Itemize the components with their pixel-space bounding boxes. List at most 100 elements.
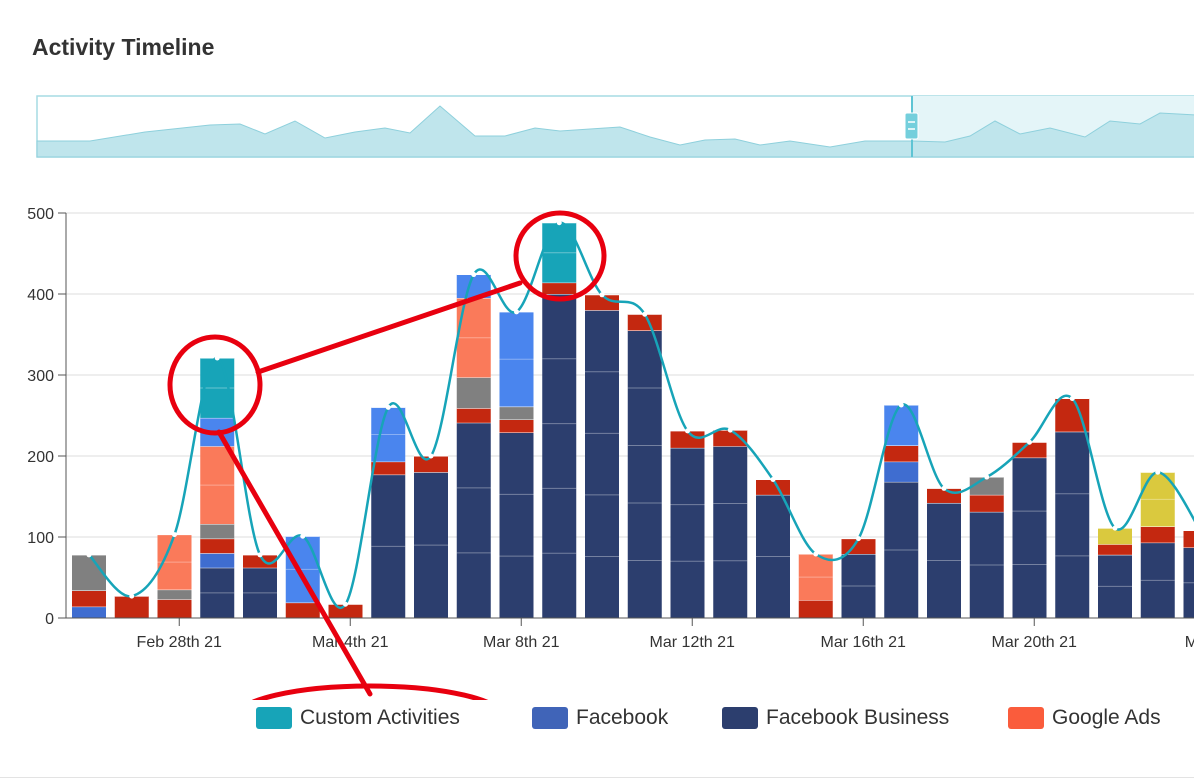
trend-point [813, 551, 819, 557]
bar-segment[interactable] [1098, 544, 1132, 555]
y-tick-label: 200 [27, 449, 54, 466]
bar-segment[interactable] [798, 554, 833, 601]
bar-segment[interactable] [499, 419, 534, 433]
bar-segment[interactable] [114, 596, 149, 618]
bar-segment[interactable] [285, 602, 320, 618]
bar-segment[interactable] [585, 294, 619, 311]
trend-point [514, 309, 519, 315]
bar-segment[interactable] [285, 536, 320, 603]
bar-segment[interactable] [414, 456, 448, 473]
bar-segment[interactable] [200, 538, 235, 554]
bar-segment[interactable] [456, 408, 491, 423]
trend-line [86, 220, 1194, 609]
legend-item-custom-activities[interactable]: Custom Activities [256, 704, 460, 732]
annotations [167, 210, 607, 700]
bar-segment[interactable] [456, 422, 491, 618]
bar-segment[interactable] [756, 479, 790, 495]
trend-point [1155, 469, 1161, 475]
divider [0, 777, 1194, 778]
bar-segment[interactable] [1098, 528, 1132, 545]
bar-segment[interactable] [884, 461, 919, 482]
legend-item-google-ads[interactable]: Google Ads [1008, 704, 1161, 732]
legend-label: Facebook [576, 706, 669, 729]
trend-point [172, 532, 177, 538]
bar-segment[interactable] [713, 446, 748, 618]
navigator[interactable] [0, 0, 1194, 170]
legend-item-facebook-business[interactable]: Facebook Business [722, 704, 949, 732]
bar-segment[interactable] [713, 430, 748, 447]
bar-segment[interactable] [798, 600, 833, 618]
bar-segment[interactable] [414, 472, 448, 618]
bar-segment[interactable] [456, 377, 491, 409]
bar-segment[interactable] [499, 406, 534, 420]
bar-segment[interactable] [72, 590, 106, 607]
bar-segment[interactable] [456, 274, 491, 299]
bar-segment[interactable] [499, 311, 534, 407]
bar-segment[interactable] [756, 494, 790, 618]
bar-segment[interactable] [585, 310, 619, 618]
y-tick-label: 400 [27, 287, 54, 304]
trend-point [941, 485, 947, 491]
bar-segment[interactable] [927, 502, 961, 618]
bar-segment[interactable] [72, 606, 106, 618]
bar-segment[interactable] [371, 461, 406, 475]
bar-segment[interactable] [1012, 442, 1047, 458]
trend-point [300, 533, 306, 539]
trend-point [599, 292, 605, 298]
bar-segment[interactable] [371, 474, 406, 618]
bar-segment[interactable] [157, 589, 192, 600]
bar-segment[interactable] [670, 447, 705, 618]
legend-item-facebook[interactable]: Facebook [532, 704, 668, 732]
bar-segment[interactable] [627, 330, 662, 618]
bar-segment[interactable] [1055, 431, 1090, 618]
bar-segment[interactable] [72, 554, 106, 591]
bar-segment[interactable] [1012, 457, 1047, 618]
trend-point [385, 404, 391, 410]
x-axis-ticks: Feb 28th 21 Mar 4th 21 Mar 8th 21 Mar 12th … [137, 618, 1194, 651]
trend-point [556, 220, 562, 226]
bar-segment[interactable] [1183, 530, 1194, 548]
y-tick-label: 0 [45, 611, 54, 628]
annotation-line [255, 280, 523, 375]
bar-segment[interactable] [542, 282, 577, 294]
trend-point [471, 272, 477, 278]
legend-swatch [532, 707, 568, 729]
bar-segment[interactable] [542, 294, 577, 618]
trend-point [214, 355, 220, 361]
legend-label: Facebook Business [766, 706, 950, 729]
bar-segment[interactable] [1098, 554, 1132, 618]
bar-segment[interactable] [157, 599, 192, 618]
bar-segment[interactable] [1140, 526, 1175, 543]
bar-segment[interactable] [499, 432, 534, 618]
y-tick-label: 500 [27, 206, 54, 223]
bar-segment[interactable] [884, 445, 919, 462]
trend-point [642, 311, 648, 317]
bar-segment[interactable] [969, 511, 1004, 618]
bar-segment[interactable] [200, 446, 235, 525]
bar-segment[interactable] [200, 567, 235, 618]
annotation-circle [513, 210, 607, 302]
x-tick-label: Mar 12th 21 [650, 634, 735, 651]
bar-segment[interactable] [1183, 547, 1194, 618]
annotation-circle [167, 334, 263, 436]
bar-segment[interactable] [969, 494, 1004, 512]
annotation-ellipse [251, 683, 489, 700]
legend-label: Google Ads [1052, 706, 1161, 729]
bar-segment[interactable] [884, 404, 919, 446]
bar-segment[interactable] [1140, 542, 1175, 618]
bar-segment[interactable] [200, 524, 235, 539]
trend-point [727, 427, 733, 433]
bars[interactable] [72, 222, 1194, 618]
navigator-handle[interactable] [904, 112, 919, 140]
x-tick-label: Mar 2 [1185, 634, 1194, 651]
bar-segment[interactable] [243, 567, 277, 618]
bar-segment[interactable] [627, 314, 662, 331]
bar-segment[interactable] [200, 553, 235, 568]
bar-segment[interactable] [884, 481, 919, 618]
trend-point [1112, 525, 1118, 531]
legend-label: Custom Activities [300, 706, 460, 729]
y-axis-ticks: 0 100 200 300 400 500 [27, 206, 66, 628]
trend-point [257, 552, 263, 558]
bar-segment[interactable] [841, 554, 876, 618]
bar-segment[interactable] [670, 430, 705, 448]
